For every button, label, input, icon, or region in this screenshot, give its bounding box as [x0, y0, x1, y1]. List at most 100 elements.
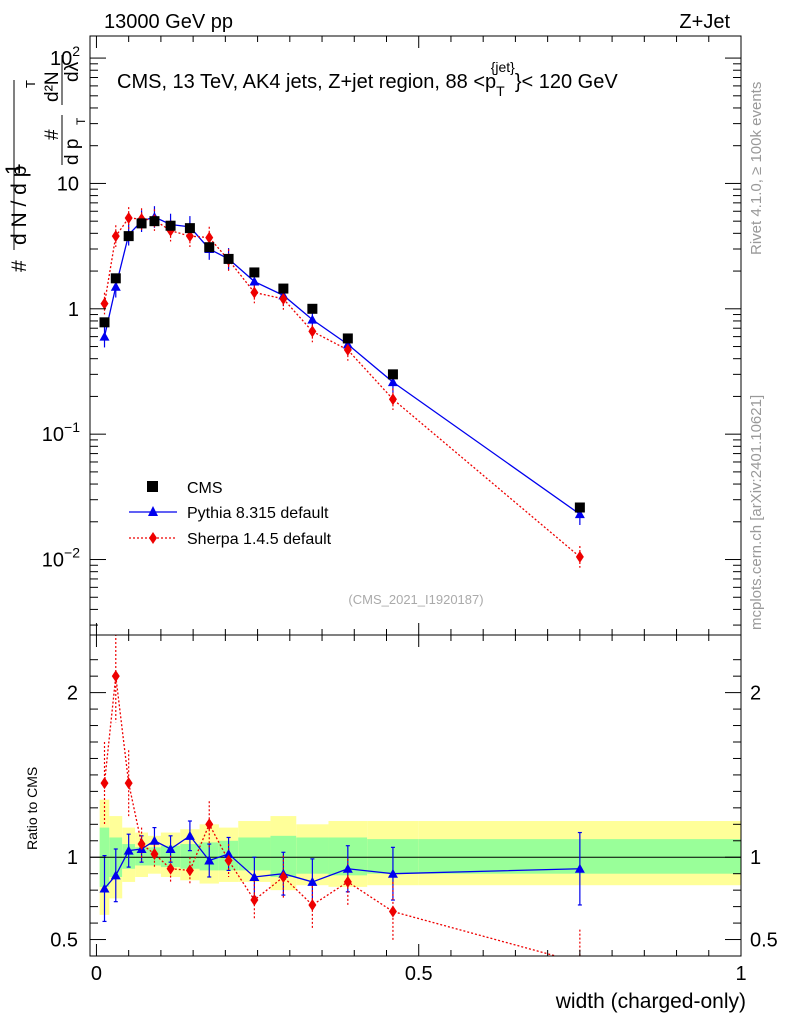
pythia-point — [110, 281, 121, 291]
pythia-ratio-point — [249, 871, 260, 881]
cms-point — [278, 283, 289, 294]
header-left: 13000 GeV pp — [104, 11, 233, 33]
cms-point — [136, 218, 147, 229]
cms-point — [110, 273, 121, 284]
ratio-tick-label-left: 2 — [67, 683, 78, 705]
svg-text:#: # — [42, 129, 63, 140]
pythia-ratio-point — [110, 870, 121, 880]
cms-point — [165, 220, 176, 231]
sherpa-ratio-point — [388, 905, 397, 918]
y-tick-label: 10 — [57, 173, 79, 195]
cms-point — [249, 267, 260, 278]
pythia-point — [387, 377, 398, 387]
pythia-point — [249, 276, 260, 286]
ratio-tick-label-right: 2 — [750, 683, 761, 705]
ratio-tick-label-right: 0.5 — [750, 930, 778, 952]
pythia-ratio-point — [223, 848, 234, 858]
sherpa-point — [205, 231, 214, 244]
plot-title: CMS, 13 TeV, AK4 jets, Z+jet region, 88 … — [117, 59, 618, 99]
sherpa-ratio-point — [279, 870, 288, 883]
sherpa-ratio-point — [166, 862, 175, 875]
x-tick-label: 1 — [735, 963, 746, 985]
x-axis-label: width (charged-only) — [555, 990, 746, 1013]
sherpa-ratio-point — [100, 777, 109, 790]
legend-label-cms: CMS — [187, 480, 223, 497]
sherpa-point — [111, 230, 120, 243]
cms-point — [307, 303, 318, 314]
legend-label-sherpa: Sherpa 1.4.5 default — [187, 531, 332, 548]
ratio-tick-label-left: 0.5 — [50, 930, 78, 952]
side-label-bottom: mcplots.cern.ch [arXiv:2401.10621] — [748, 395, 765, 630]
sherpa-point — [308, 325, 317, 338]
cms-point — [99, 317, 110, 328]
pythia-ratio-point — [387, 868, 398, 878]
header-right: Z+Jet — [679, 11, 730, 33]
pythia-ratio-point — [184, 830, 195, 840]
cms-point — [574, 502, 585, 513]
legend-label-pythia: Pythia 8.315 default — [187, 505, 329, 522]
sherpa-ratio-point — [308, 898, 317, 911]
sherpa-point — [575, 550, 584, 563]
sherpa-ratio-point — [205, 818, 214, 831]
pythia-point — [342, 339, 353, 349]
ratio-tick-label-right: 1 — [750, 847, 761, 869]
sherpa-ratio-point — [185, 864, 194, 877]
cms-point — [387, 369, 398, 380]
sherpa-ratio-point — [137, 838, 146, 851]
svg-text:T: T — [74, 117, 88, 125]
ratio-tick-label-left: 1 — [67, 847, 78, 869]
sherpa-point — [388, 393, 397, 406]
sherpa-point — [100, 297, 109, 310]
band-inner — [180, 844, 200, 869]
sherpa-ratio-point — [250, 894, 259, 907]
svg-text:dλ: dλ — [62, 61, 83, 82]
pythia-point — [307, 314, 318, 324]
cms-point — [223, 253, 234, 264]
svg-text:d N / d p: d N / d p — [8, 166, 31, 245]
ratio-y-label: Ratio to CMS — [24, 767, 40, 850]
sherpa-ratio-point — [124, 777, 133, 790]
cms-point — [184, 223, 195, 234]
cms-point — [123, 231, 134, 242]
svg-text:d p: d p — [62, 139, 83, 165]
svg-text:#: # — [8, 260, 31, 272]
ratio-plot-frame — [89, 634, 742, 957]
legend: CMS Pythia 8.315 default Sherpa 1.4.5 de… — [129, 480, 332, 548]
sherpa-point — [250, 286, 259, 299]
legend-marker-pythia — [148, 506, 158, 516]
y-tick-label: 102 — [50, 43, 80, 70]
pythia-ratio-point — [165, 844, 176, 853]
sherpa-ratio-line — [103, 676, 559, 956]
sherpa-ratio-point — [150, 847, 159, 860]
y-axis-label: # d N / d p T 1 # d p T d²N dλ — [2, 55, 88, 272]
y-tick-label: 10−1 — [42, 419, 80, 446]
svg-text:T: T — [23, 80, 38, 88]
pythia-ratio-point — [204, 855, 215, 865]
y-tick-label: 10−2 — [42, 545, 80, 572]
x-tick-label: 0.5 — [405, 963, 433, 985]
pythia-ratio-point — [149, 835, 160, 845]
sherpa-line — [103, 217, 581, 558]
sherpa-ratio-point — [224, 854, 233, 867]
svg-text:d²N: d²N — [42, 71, 63, 102]
sherpa-point — [124, 212, 133, 225]
pythia-point — [574, 509, 585, 519]
sherpa-point — [343, 343, 352, 356]
sherpa-ratio-point — [343, 875, 352, 888]
sherpa-ratio-point — [576, 957, 584, 969]
sherpa-ratio-point — [111, 670, 120, 683]
cms-point — [149, 216, 160, 227]
sherpa-point — [279, 292, 288, 305]
cms-point — [204, 242, 215, 253]
pythia-ratio-point — [342, 863, 353, 873]
pythia-ratio-point — [307, 876, 318, 886]
watermark: (CMS_2021_I1920187) — [348, 592, 483, 607]
pythia-ratio-point — [123, 845, 134, 855]
pythia-ratio-point — [99, 883, 110, 893]
x-tick-label: 0 — [91, 963, 102, 985]
pythia-point — [99, 331, 110, 341]
pythia-ratio-point — [574, 863, 585, 873]
side-label-top: Rivet 4.1.0, ≥ 100k events — [748, 82, 765, 255]
